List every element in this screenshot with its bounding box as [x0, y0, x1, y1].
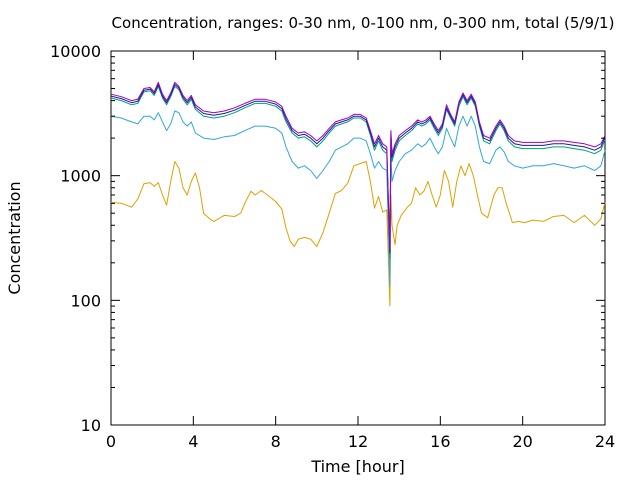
series-line-1 [110, 161, 606, 307]
x-tick-label-0: 0 [106, 432, 116, 451]
x-tick-label-24: 24 [595, 432, 615, 451]
x-tick-label-12: 12 [348, 432, 368, 451]
x-tick-label-4: 4 [188, 432, 198, 451]
y-tick-label-100: 100 [70, 291, 101, 310]
y-tick-label-1000: 1000 [60, 167, 101, 186]
axis-ticks [110, 50, 606, 426]
chart-title: Concentration, ranges: 0-30 nm, 0-100 nm… [112, 14, 615, 32]
series-line-4 [110, 83, 606, 254]
x-tick-label-20: 20 [512, 432, 532, 451]
series-line-5 [110, 81, 606, 250]
y-tick-label-10000: 10000 [50, 42, 101, 61]
series-line-2 [110, 110, 606, 287]
series-layer [110, 81, 606, 307]
series-line-3 [110, 85, 606, 259]
x-tick-label-8: 8 [271, 432, 281, 451]
axis-tick-labels: 0 4 8 12 16 20 24 10 100 1000 10000 [50, 42, 615, 451]
x-axis-label: Time [hour] [310, 457, 404, 476]
y-axis-label: Concentration [5, 181, 24, 294]
x-tick-label-16: 16 [430, 432, 450, 451]
y-tick-label-10: 10 [81, 416, 101, 435]
plot-frame [110, 50, 606, 426]
